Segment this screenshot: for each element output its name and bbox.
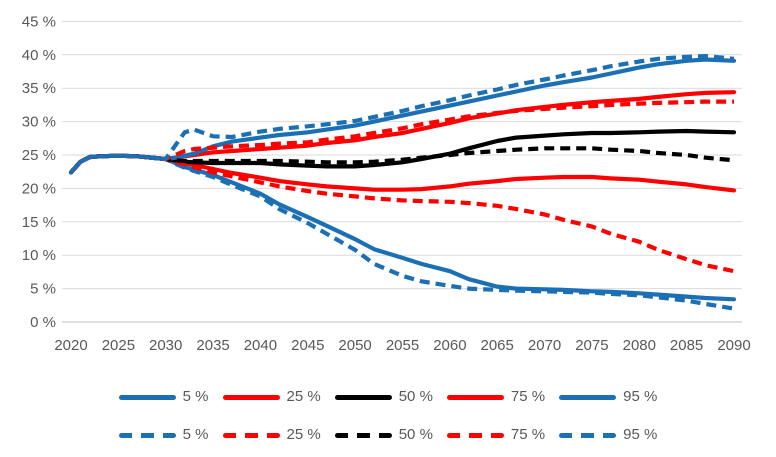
solid-line-swatch-icon [559,394,617,400]
solid-line-swatch-icon [446,394,504,400]
x-axis-tick-label: 2065 [481,337,514,354]
series-line-95pct-dashed [69,53,735,174]
x-axis-tick-label: 2025 [102,337,135,354]
legend-label: 50 % [398,388,433,405]
y-axis-tick-label: 0 % [30,314,56,331]
legend-label: 95 % [623,388,658,405]
y-axis-tick-label: 35 % [22,80,56,97]
series-line-25pct-dashed [69,153,735,274]
x-axis-tick-label: 2085 [670,337,703,354]
dashed-line-swatch-icon [446,432,504,438]
legend-row-solid: 5 % 25 % 50 % 75 % 95 % [0,386,776,408]
x-axis-tick-label: 2020 [54,337,87,354]
solid-line-swatch-icon [222,394,280,400]
x-axis-tick-label: 2070 [528,337,561,354]
x-axis-tick-label: 2035 [196,337,229,354]
legend-item-dashed-50pct: 50 % [334,424,433,446]
legend-item-solid-5pct: 5 % [118,386,209,408]
solid-line-swatch-icon [334,394,392,400]
x-axis-tick-label: 2050 [338,337,371,354]
y-axis-tick-label: 15 % [22,214,56,231]
legend-label: 5 % [182,426,209,443]
x-axis-tick-label: 2055 [386,337,419,354]
legend-item-solid-95pct: 95 % [559,386,657,408]
solid-line-swatch-icon [118,394,176,400]
legend-item-solid-25pct: 25 % [222,386,321,408]
y-axis-tick-label: 40 % [22,47,56,64]
series-line-50pct-solid [68,128,737,175]
x-axis-tick-label: 2040 [244,337,277,354]
series-line-5pct-solid [68,153,737,302]
y-axis-tick-label: 20 % [22,180,56,197]
x-axis-tick-label: 2075 [575,337,608,354]
y-axis-tick-label: 30 % [22,114,56,131]
legend-label: 5 % [182,388,209,405]
x-axis-tick-label: 2060 [433,337,466,354]
y-axis-tick-label: 5 % [30,281,56,298]
legend-item-dashed-75pct: 75 % [446,424,546,446]
legend-label: 75 % [510,388,546,405]
legend-label: 25 % [286,388,321,405]
dashed-line-swatch-icon [118,432,176,438]
legend-label: 50 % [398,426,433,443]
legend-item-dashed-95pct: 95 % [559,424,657,446]
y-axis-tick-label: 10 % [22,247,56,264]
y-axis-tick-label: 25 % [22,147,56,164]
x-axis-tick-label: 2080 [623,337,656,354]
legend-label: 25 % [286,426,321,443]
legend-item-solid-50pct: 50 % [334,386,433,408]
chart-plot-area: 0 % 5 % 10 % 15 % 20 % 25 % 30 % 35 % 40 % 45 % 20… [22,13,751,354]
y-axis-tick-label: 45 % [22,13,56,30]
legend-label: 95 % [623,426,658,443]
x-axis-tick-label: 2030 [149,337,182,354]
legend-row-dashed: 5 % 25 % 50 % 75 % 95 % [0,424,776,446]
dashed-line-swatch-icon [559,432,617,438]
legend-item-dashed-25pct: 25 % [222,424,321,446]
legend-item-solid-75pct: 75 % [446,386,546,408]
legend-label: 75 % [510,426,546,443]
x-axis-tick-label: 2045 [291,337,324,354]
legend-item-dashed-5pct: 5 % [118,424,209,446]
dashed-line-swatch-icon [334,432,392,438]
series-line-50pct-dashed [69,146,735,174]
dashed-line-swatch-icon [222,432,280,438]
x-axis-tick-label: 2090 [717,337,750,354]
